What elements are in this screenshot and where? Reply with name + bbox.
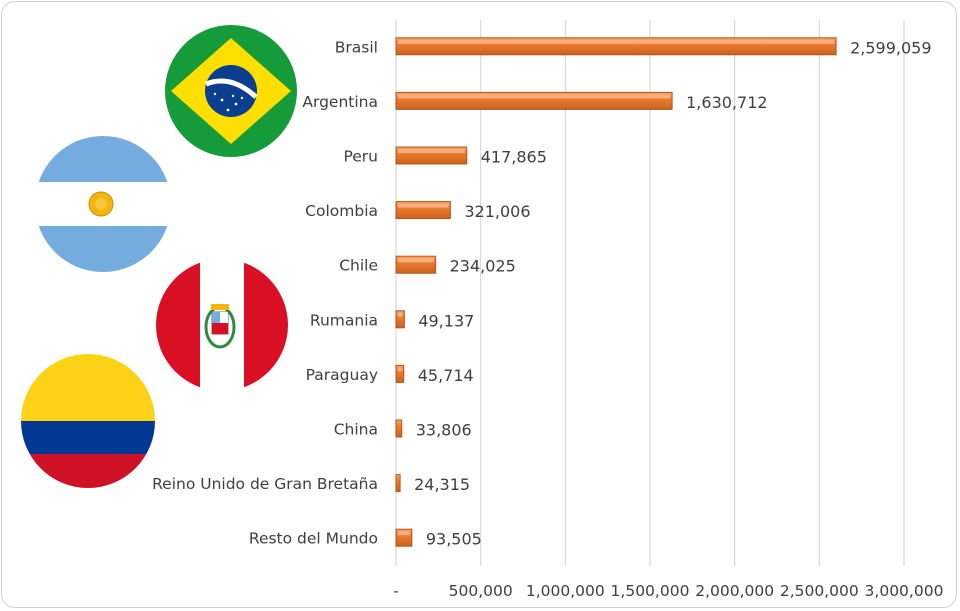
value-label: 1,630,712: [686, 93, 767, 112]
bar: [395, 419, 403, 438]
bar: [395, 255, 437, 274]
value-label: 33,806: [416, 421, 472, 440]
bar: [395, 528, 413, 547]
category-labels: Brasil Argentina Peru Colombia Chile Rumania P…: [152, 38, 378, 547]
category-label: Rumania: [310, 311, 378, 329]
x-tick-label: -: [393, 582, 399, 600]
x-tick-label: 2,500,000: [780, 582, 859, 600]
bars: [395, 37, 837, 547]
x-tick-label: 500,000: [449, 582, 513, 600]
bar: [395, 91, 673, 110]
bar: [395, 146, 468, 165]
category-label: Colombia: [305, 202, 378, 220]
category-label: Paraguay: [306, 366, 378, 384]
category-label: Peru: [343, 148, 378, 166]
peru-flag-icon: [156, 259, 288, 391]
value-label: 2,599,059: [850, 38, 931, 57]
value-label: 24,315: [414, 475, 470, 494]
bar: [395, 37, 837, 56]
category-label: Resto del Mundo: [249, 530, 378, 548]
category-label: Argentina: [302, 93, 378, 111]
x-tick-label: 1,500,000: [611, 582, 690, 600]
category-label: Chile: [339, 257, 378, 275]
bar: [395, 364, 405, 383]
x-tick-label: 3,000,000: [865, 582, 944, 600]
category-label: Reino Unido de Gran Bretaña: [152, 475, 378, 493]
value-label: 45,714: [418, 366, 474, 385]
value-label: 49,137: [418, 311, 474, 330]
x-tick-label: 1,000,000: [526, 582, 605, 600]
category-label: Brasil: [335, 38, 378, 56]
value-label: 234,025: [450, 257, 516, 276]
category-label: China: [334, 421, 378, 439]
brazil-flag-icon: [165, 25, 297, 157]
value-label: 321,006: [464, 202, 530, 221]
bar: [395, 310, 405, 329]
argentina-flag-icon: [35, 136, 171, 272]
x-tick-label: 2,000,000: [695, 582, 774, 600]
x-axis-tick-labels: - 500,000 1,000,000 1,500,000 2,000,000 2,500…: [393, 582, 943, 600]
bar: [395, 474, 401, 493]
bar: [395, 201, 451, 220]
value-label: 93,505: [426, 530, 482, 549]
value-labels: 2,599,059 1,630,712 417,865 321,006 234,025 4…: [414, 38, 931, 548]
colombia-flag-icon: [21, 354, 155, 488]
value-label: 417,865: [481, 148, 547, 167]
